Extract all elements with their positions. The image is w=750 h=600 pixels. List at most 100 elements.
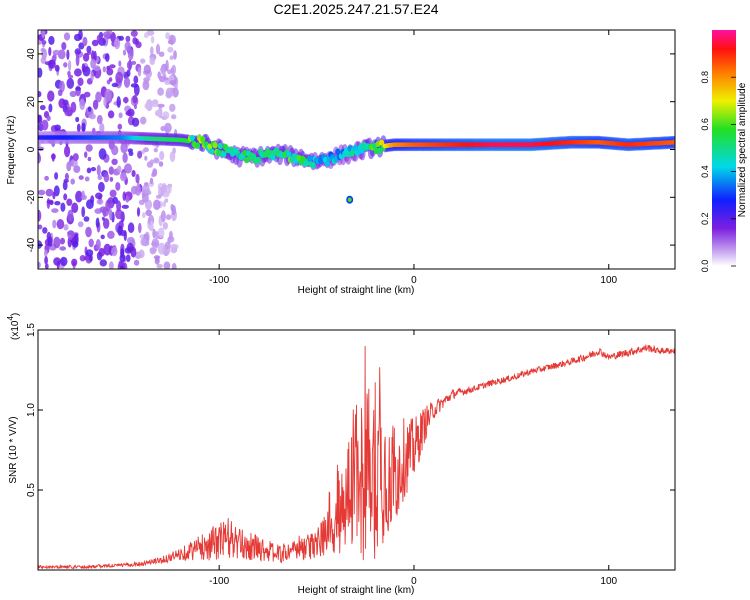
spectrogram-xlabel: Height of straight line (km) (298, 285, 415, 296)
spectrogram-noise-cell (159, 150, 165, 161)
spectrogram-ridge-cell (307, 155, 313, 162)
spectrogram-noise-cell (107, 230, 115, 239)
spectrogram-noise-cell (90, 167, 96, 172)
spectrogram-noise-cell (38, 189, 46, 196)
spectrogram-noise-cell (142, 212, 146, 219)
y-tick-label: 1.0 (26, 403, 37, 417)
spectrogram-noise-cell (170, 203, 174, 212)
spectrogram-ridge-cell (221, 151, 227, 158)
spectrogram-noise-cell (75, 54, 80, 67)
spectrogram-noise-cell (66, 161, 72, 172)
spectrogram-noise-cell (171, 114, 177, 120)
spectrogram-noise-cell (128, 151, 134, 157)
spectrogram-noise-cell (66, 49, 70, 60)
spectrogram-noise-cell (106, 67, 114, 76)
svg-text:(x104): (x104) (6, 313, 21, 340)
spectrogram-noise-cell (40, 47, 45, 53)
spectrogram-noise-cell (164, 198, 169, 203)
spectrogram-ridge-cell (324, 160, 330, 167)
spectrogram-noise-cell (105, 53, 110, 62)
spectrogram-noise-cell (48, 59, 56, 69)
spectrogram-noise-cell (158, 161, 164, 167)
colorbar-label: Normalized spectral amplitude (737, 82, 748, 217)
spectrogram-noise-cell (171, 262, 177, 269)
spectrogram-noise-cell (143, 64, 151, 75)
spectrogram-noise-cell (98, 181, 105, 193)
spectrogram-noise-cell (126, 60, 133, 70)
spectrogram-noise-cell (173, 50, 177, 60)
spectrogram-noise-cell (139, 234, 144, 239)
spectrogram-noise-cell (81, 122, 86, 133)
spectrogram-noise-cell (41, 30, 46, 39)
spectrogram-noise-cell (86, 167, 92, 174)
spectrogram-noise-cell (60, 237, 65, 245)
spectrogram-noise-cell (67, 209, 74, 222)
spectrogram-noise-cell (125, 195, 130, 203)
snr-frame (37, 329, 676, 571)
spectrogram-noise-cell (112, 196, 119, 204)
spectrogram-noise-cell (67, 230, 75, 240)
spectrogram-noise-cell (122, 49, 127, 56)
spectrogram-noise-cell (64, 172, 69, 181)
spectrogram-noise-cell (68, 60, 72, 72)
x-tick-label: 100 (600, 576, 617, 587)
spectrogram-noise-cell (157, 71, 161, 79)
spectrogram-noise-cell (91, 50, 95, 61)
spectrogram-noise-cell (109, 189, 117, 198)
spectrogram-noise-cell (86, 199, 94, 210)
spectrogram-noise-cell (97, 175, 103, 180)
spectrogram-noise-cell (81, 63, 86, 73)
colorbar-tick-label: 0.6 (700, 118, 710, 131)
snr-line (38, 344, 675, 570)
spectrogram-noise-cell (132, 94, 138, 104)
spectrogram-noise-cell (110, 32, 116, 43)
spectrogram-ylabel: Frequency (Hz) (6, 116, 17, 185)
spectrogram-noise-cell (155, 194, 162, 199)
spectrogram-noise-cell (103, 243, 112, 256)
colorbar-ticks: 0.0 0.2 0.4 0.6 0.8 (700, 71, 736, 272)
spectrogram-noise-cell (59, 80, 65, 93)
spectrogram-noise-cell (149, 220, 154, 231)
spectrogram-noise-cell (144, 32, 149, 39)
spectrogram-noise-cell (131, 117, 140, 127)
spectrogram-noise-cell (143, 77, 151, 82)
spectrogram-noise-cell (79, 255, 86, 262)
spectrogram-noise-cell (157, 227, 165, 238)
spectrogram-noise-cell (38, 91, 42, 98)
snr-panel: -100 0 100 0.5 1.0 1.5 Height of straight lin… (6, 313, 676, 596)
spectrogram-noise-cell (54, 201, 61, 206)
spectrogram-noise-cell (75, 116, 80, 123)
spectrogram-noise-cell (81, 206, 86, 218)
spectrogram-noise-cell (103, 31, 111, 38)
spectrogram-noise-cell (96, 34, 101, 43)
spectrogram-noise-cell (90, 58, 96, 69)
snr-exponent-base: (x10 (10, 320, 21, 340)
x-tick-label: 0 (411, 275, 417, 286)
spectrogram-noise-cell (142, 79, 150, 91)
spectrogram-noise-cell (38, 67, 43, 78)
spectrogram-noise-cell (127, 222, 135, 233)
spectrogram-noise-cell (95, 208, 101, 214)
spectrogram-noise-cell (168, 230, 173, 240)
spectrogram-noise-cell (157, 87, 165, 96)
spectrogram-noise-cell (58, 98, 66, 109)
spectrogram-noise-cell (47, 236, 53, 247)
spectrogram-noise-cell (142, 184, 150, 195)
x-tick-label: 0 (411, 576, 417, 587)
spectrogram-noise-cell (130, 30, 138, 37)
spectrogram-noise-cell (138, 249, 145, 259)
y-tick-label: 0 (26, 146, 37, 152)
spectrogram-noise-cell (89, 254, 93, 262)
spectrogram-noise-cell (95, 217, 100, 228)
x-tick-label: -100 (209, 275, 229, 286)
spectrogram-ridge-cell (379, 139, 385, 146)
snr-xlabel: Height of straight line (km) (298, 585, 415, 596)
spectrogram-noise-cell (51, 208, 59, 214)
spectrogram-noise-cell (158, 186, 161, 198)
spectrogram-ridge-cell (270, 154, 276, 161)
spectrogram-noise-cell (122, 152, 128, 164)
spectrogram-noise-cell (157, 103, 165, 108)
figure-title: C2E1.2025.247.21.57.E24 (273, 1, 438, 17)
snr-ylabel: SNR (10 * V/V) (8, 416, 19, 483)
colorbar-tick-label: 0.8 (700, 71, 710, 84)
